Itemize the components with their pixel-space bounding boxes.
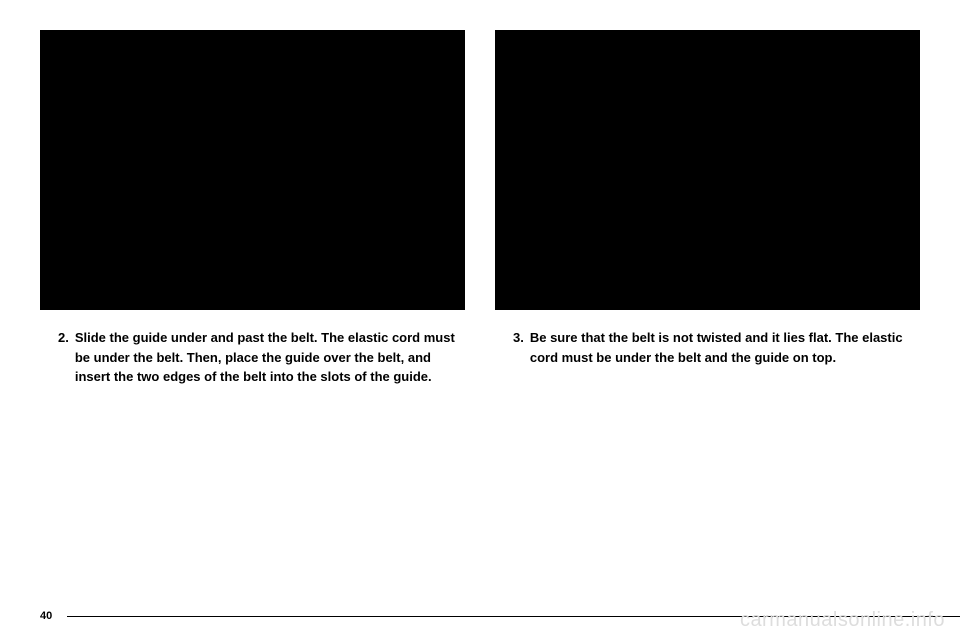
- instruction-step-3: 3. Be sure that the belt is not twisted …: [495, 328, 920, 367]
- left-image-placeholder: [40, 30, 465, 310]
- instruction-text: Slide the guide under and past the belt.…: [75, 328, 465, 387]
- page-container: 2. Slide the guide under and past the be…: [0, 0, 960, 407]
- page-number: 40: [40, 610, 52, 622]
- left-column: 2. Slide the guide under and past the be…: [40, 30, 465, 387]
- right-image-placeholder: [495, 30, 920, 310]
- instruction-step-2: 2. Slide the guide under and past the be…: [40, 328, 465, 387]
- watermark: carmanualsonline.info: [740, 609, 945, 632]
- instruction-text: Be sure that the belt is not twisted and…: [530, 328, 920, 367]
- right-column: 3. Be sure that the belt is not twisted …: [495, 30, 920, 387]
- instruction-number: 3.: [513, 328, 524, 367]
- instruction-number: 2.: [58, 328, 69, 387]
